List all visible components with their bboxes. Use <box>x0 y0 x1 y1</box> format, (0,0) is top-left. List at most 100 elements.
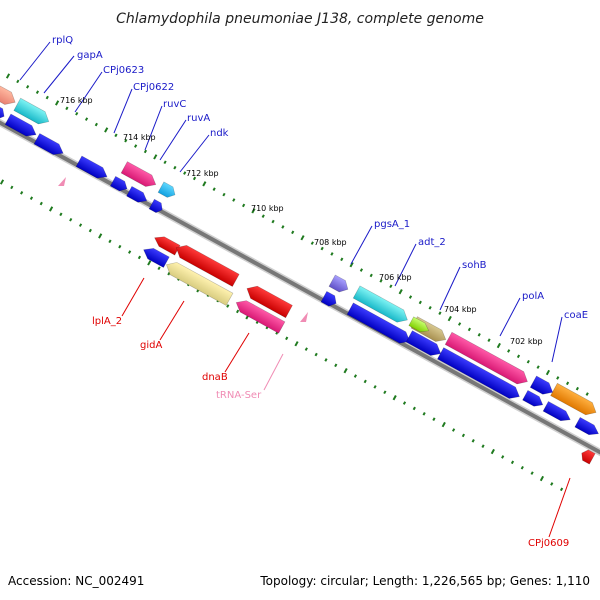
gene-arrow-CPj0622[interactable] <box>120 161 159 191</box>
gene-arrow-fwd[interactable] <box>126 185 150 205</box>
gene-label-rplQ[interactable]: rplQ <box>52 35 73 46</box>
gene-arrow-gidA-khaki[interactable] <box>163 259 234 306</box>
gene-arrow-fwd[interactable] <box>522 389 546 409</box>
gene-arrow-fwd[interactable] <box>574 416 600 438</box>
inner-ring-tick <box>490 448 495 455</box>
gene-arrow-fwd[interactable] <box>75 155 110 182</box>
inner-ring-tick <box>98 233 103 239</box>
inner-ring-tick <box>412 406 416 411</box>
inner-ring-tick <box>314 352 318 357</box>
gene-arrow-fwd[interactable] <box>4 113 39 140</box>
outer-ring-tick <box>84 117 89 121</box>
outer-ring-tick <box>556 376 560 380</box>
leader-line <box>394 243 417 287</box>
outer-ring-tick <box>173 165 177 170</box>
leader-line <box>159 300 185 341</box>
outer-ring-tick <box>330 252 334 256</box>
gene-arrow-adt_2[interactable] <box>352 285 411 326</box>
gene-arrow-dnaB[interactable] <box>244 282 293 319</box>
gene-label-gapA[interactable]: gapA <box>77 50 103 61</box>
gene-arrow-rplQ[interactable] <box>0 81 19 109</box>
gene-label-polA[interactable]: polA <box>522 291 544 302</box>
outer-ring-tick <box>16 79 20 84</box>
inner-ring-tick <box>402 401 407 405</box>
gene-label-ruvA[interactable]: ruvA <box>187 113 210 124</box>
gene-label-ndk[interactable]: ndk <box>210 128 229 139</box>
gene-arrow-fwd[interactable] <box>542 401 573 424</box>
gene-label-pgsA_1[interactable]: pgsA_1 <box>374 219 410 230</box>
gene-arrow-fwd[interactable] <box>529 375 556 398</box>
gene-arrow-fwd[interactable] <box>437 347 522 403</box>
gene-arrow-CPj0609[interactable] <box>579 448 596 465</box>
inner-ring-tick <box>373 385 377 389</box>
gene-arrow-polA[interactable] <box>444 331 531 388</box>
gene-arrow-fwd[interactable] <box>0 103 7 121</box>
accession-text: Accession: NC_002491 <box>8 574 144 588</box>
leader-line <box>74 71 103 113</box>
gene-arrow-fwd[interactable] <box>148 198 165 214</box>
leader-line <box>179 134 210 173</box>
gene-label-tRNA-Ser[interactable]: tRNA-Ser <box>216 390 262 401</box>
label-leaders <box>19 41 571 538</box>
outer-ring-tick <box>143 149 148 154</box>
outer-ring-tick <box>163 160 167 165</box>
gene-arrow-fwd[interactable] <box>109 175 129 193</box>
gene-arrow-fwd[interactable] <box>405 330 444 360</box>
gene-arrow-rev[interactable] <box>141 244 170 268</box>
inner-ring-tick <box>422 412 426 416</box>
gene-labels-bottom: lplA_2 gidA dnaB tRNA-Ser CPj0609 <box>92 316 569 549</box>
leader-line <box>263 353 284 391</box>
outer-ring-tick <box>428 306 432 310</box>
leader-line <box>224 332 250 373</box>
outer-ring-tick <box>526 359 530 364</box>
outer-ring-tick <box>496 342 501 349</box>
gene-arrow-lplA_2[interactable] <box>152 233 181 256</box>
outer-ring-tick <box>114 133 118 138</box>
gene-arrow-fwd[interactable] <box>346 302 413 347</box>
trna-marker[interactable] <box>300 312 308 322</box>
gene-arrow-gidA[interactable] <box>173 241 240 287</box>
gene-arrow-pgsA_1[interactable] <box>328 274 351 295</box>
leader-line <box>499 297 521 337</box>
gene-label-sohB[interactable]: sohB <box>462 260 487 271</box>
leader-line <box>350 225 373 265</box>
inner-ring-tick <box>157 266 161 271</box>
outer-ring-tick <box>281 225 285 229</box>
gene-label-CPj0609[interactable]: CPj0609 <box>528 538 569 549</box>
inner-ring-tick <box>501 455 505 459</box>
tick-label-716: 716 kbp <box>60 96 93 105</box>
gene-label-CPj0622[interactable]: CPj0622 <box>133 82 174 93</box>
gene-arrow-fwd[interactable] <box>33 133 66 159</box>
gene-arrow-coaE[interactable] <box>550 382 600 418</box>
inner-ring-tick <box>78 223 83 227</box>
gene-arrow-sohB-part[interactable] <box>408 316 431 335</box>
genome-summary-text: Topology: circular; Length: 1,226,565 bp… <box>259 574 590 588</box>
gene-label-CPj0623[interactable]: CPj0623 <box>103 65 144 76</box>
outer-ring-tick <box>516 354 521 359</box>
gene-arrow-ruvA[interactable] <box>157 181 178 200</box>
trna-marker[interactable] <box>58 177 66 186</box>
outer-ring-tick <box>45 95 49 100</box>
gene-label-coaE[interactable]: coaE <box>564 310 588 321</box>
gene-label-lplA_2[interactable]: lplA_2 <box>92 316 122 327</box>
outer-ring-tick <box>75 111 79 116</box>
gene-label-gidA[interactable]: gidA <box>140 340 162 351</box>
leader-line <box>121 277 145 317</box>
gene-label-ruvC[interactable]: ruvC <box>163 99 186 110</box>
gene-label-dnaB[interactable]: dnaB <box>202 372 228 383</box>
outer-ring-tick <box>585 392 589 396</box>
outer-ring-tick <box>575 386 579 391</box>
inner-ring-tick <box>20 190 24 195</box>
outer-ring-tick <box>5 73 11 79</box>
tick-ring-inner <box>0 179 564 492</box>
outer-ring-tick <box>340 257 344 262</box>
outer-ring-tick <box>261 214 265 218</box>
gene-arrow-dnaB-pink[interactable] <box>233 297 286 334</box>
gene-label-adt_2[interactable]: adt_2 <box>418 237 446 248</box>
inner-ring-tick <box>29 196 34 200</box>
gene-arrow-gapA[interactable] <box>13 97 52 128</box>
outer-ring-tick <box>507 349 511 353</box>
inner-ring-tick <box>294 341 299 347</box>
gene-arrow-fwd[interactable] <box>320 290 339 308</box>
